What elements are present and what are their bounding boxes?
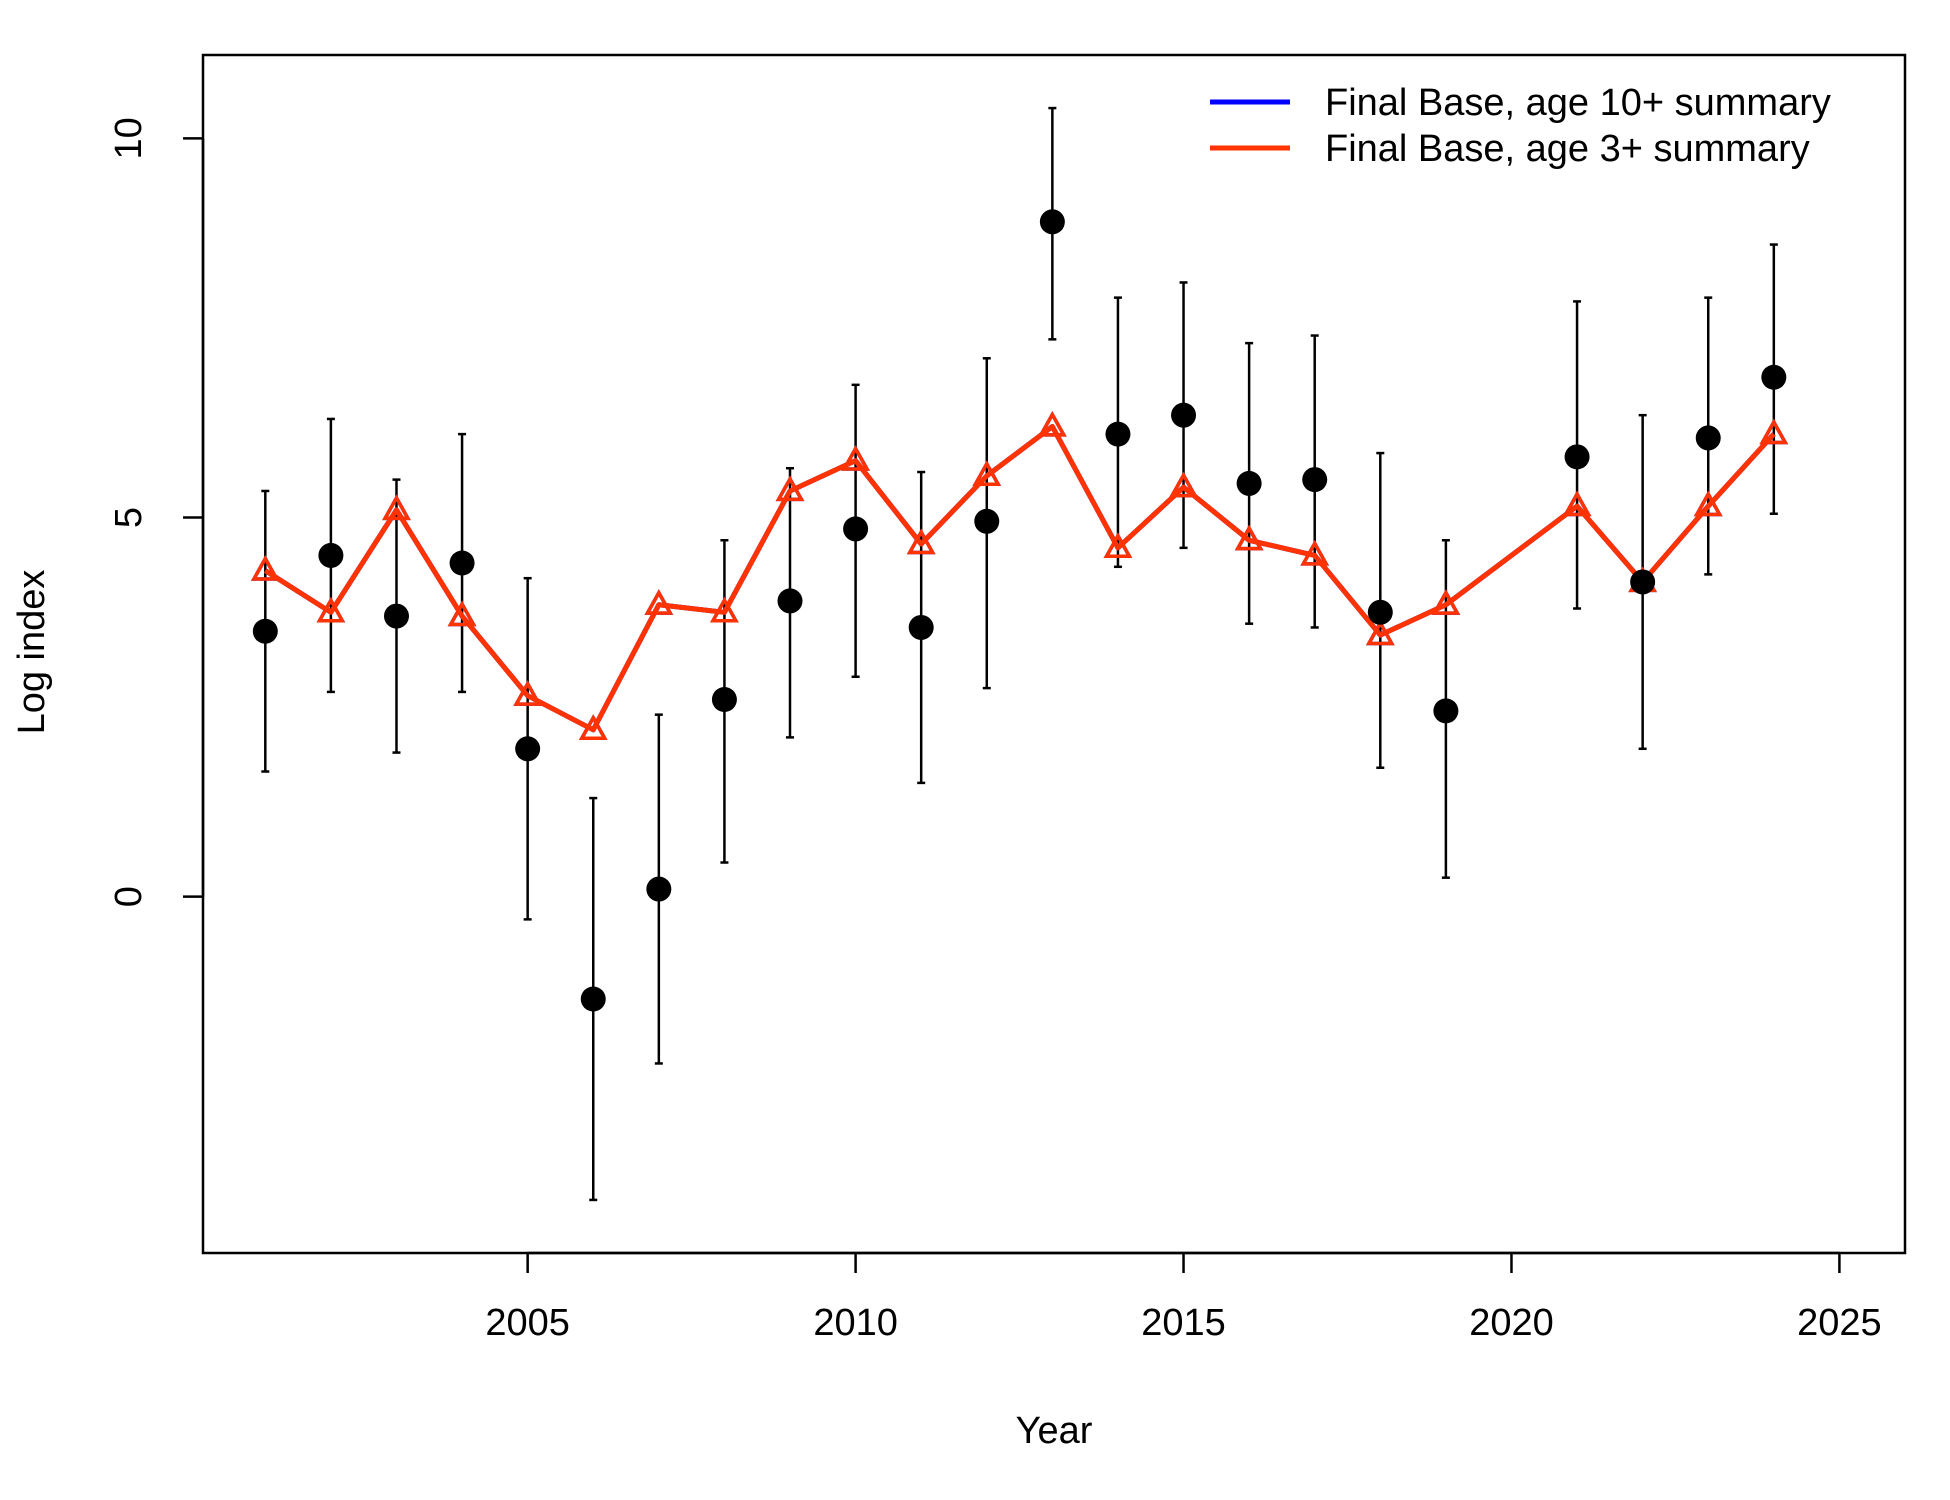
series-marker-1 (1365, 619, 1395, 646)
series-marker-1 (1234, 524, 1264, 551)
x-tick-label: 2005 (485, 1302, 570, 1344)
series-marker-1 (1431, 589, 1461, 615)
observed-point (974, 508, 1000, 534)
observed-point (449, 550, 475, 576)
observed-point (318, 542, 344, 568)
y-tick-label: 0 (108, 886, 150, 907)
legend-label-age10: Final Base, age 10+ summary (1325, 82, 1831, 124)
series-marker-1 (972, 460, 1002, 486)
observed-point (1171, 402, 1197, 428)
x-axis-title: Year (1016, 1410, 1093, 1452)
observed-point (1105, 421, 1131, 447)
series-marker-1 (447, 600, 477, 627)
y-tick-label: 10 (108, 117, 150, 159)
series-marker-1 (1037, 410, 1067, 437)
observed-point (1564, 444, 1590, 470)
observed-point (777, 588, 803, 614)
series-marker-1 (1759, 418, 1789, 445)
error-bars (261, 106, 1778, 1202)
plot-frame (201, 53, 1907, 1255)
series-marker-1 (710, 596, 739, 623)
observed-point (711, 686, 737, 712)
series-marker-1 (644, 589, 674, 615)
observed-points (252, 209, 1787, 1012)
observed-point (1695, 425, 1721, 451)
series-lines (250, 410, 1789, 740)
series-marker-1 (841, 445, 870, 471)
observed-point (646, 876, 672, 902)
observed-point (383, 603, 409, 629)
series-marker-1 (1300, 539, 1330, 566)
series-marker-1 (1169, 471, 1198, 498)
series-marker-1 (316, 596, 346, 623)
series-marker-1 (906, 528, 936, 555)
series-marker-1 (1693, 490, 1723, 517)
series-marker-1 (775, 475, 805, 502)
observed-point (515, 736, 541, 762)
x-tick-label: 2020 (1469, 1302, 1554, 1344)
y-axis: 0 5 10 (108, 117, 205, 907)
x-tick-label: 2010 (813, 1302, 898, 1344)
observed-point (1039, 209, 1065, 235)
observed-point (1302, 467, 1328, 493)
observed-point (580, 986, 606, 1012)
series-marker-1 (513, 680, 543, 706)
observed-point (1761, 364, 1787, 390)
observed-point (1433, 698, 1459, 724)
observed-point (843, 516, 869, 542)
series-marker-1 (250, 555, 280, 581)
observed-point (252, 618, 278, 644)
observed-point (1367, 599, 1393, 625)
x-tick-label: 2025 (1797, 1302, 1882, 1344)
series-marker-1 (1562, 490, 1592, 517)
series-marker-1 (1103, 532, 1133, 558)
x-axis: 2005 2010 2015 2020 2025 (485, 1251, 1882, 1344)
observed-point (908, 614, 934, 640)
series-line-1 (263, 424, 1776, 733)
series-marker-1 (382, 494, 411, 521)
x-tick-label: 2015 (1141, 1302, 1226, 1344)
observed-point (1236, 470, 1262, 496)
series-marker-1 (578, 714, 608, 740)
y-tick-label: 5 (108, 507, 150, 528)
observed-point (1630, 569, 1656, 595)
legend-label-age3: Final Base, age 3+ summary (1325, 128, 1810, 170)
y-axis-title: Log index (11, 570, 53, 735)
legend: Final Base, age 10+ summary Final Base, … (1210, 82, 1831, 170)
series-line-0 (263, 424, 1776, 733)
